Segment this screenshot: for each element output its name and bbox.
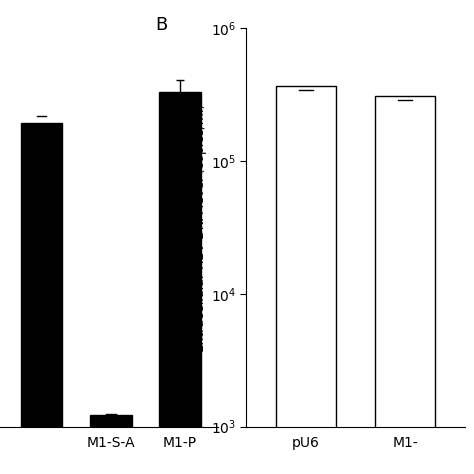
Bar — [276, 86, 336, 474]
Y-axis label: Extracellular HBV DNA level (copies/ml): Extracellular HBV DNA level (copies/ml) — [193, 103, 207, 352]
Bar — [90, 415, 131, 427]
Bar — [375, 96, 435, 474]
Text: B: B — [155, 17, 167, 35]
Bar — [21, 123, 62, 427]
Bar — [159, 91, 201, 427]
